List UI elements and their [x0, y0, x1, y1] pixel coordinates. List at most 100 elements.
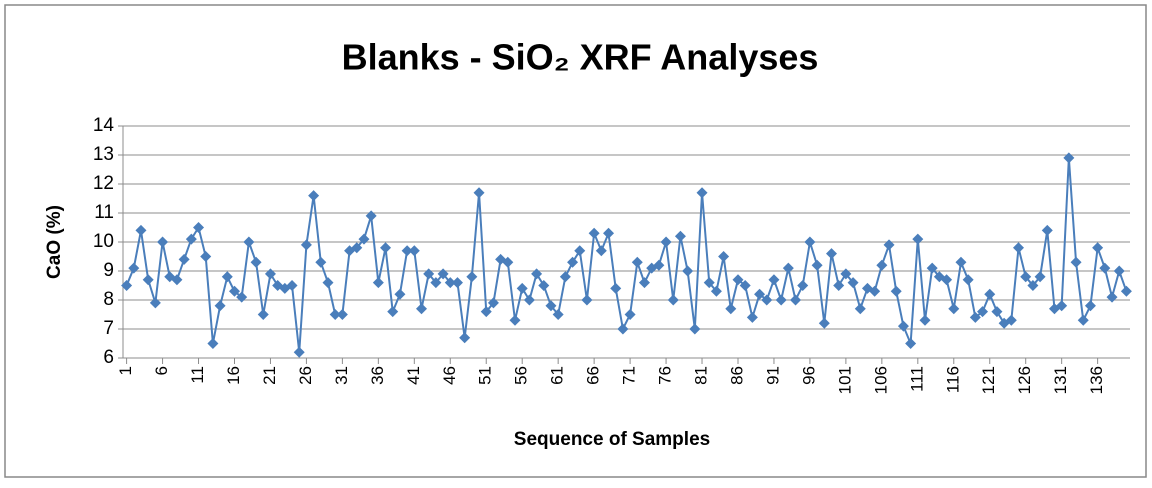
data-point — [372, 277, 384, 289]
data-point — [214, 300, 226, 312]
data-point — [293, 346, 305, 358]
data-point — [128, 262, 140, 274]
x-axis-title: Sequence of Samples — [514, 429, 710, 450]
data-point — [207, 338, 219, 349]
x-tick-label: 31 — [332, 366, 351, 385]
data-point — [509, 314, 521, 326]
data-point — [595, 245, 607, 257]
data-point — [797, 280, 809, 291]
data-point — [1013, 242, 1025, 254]
data-point — [1092, 242, 1104, 254]
x-tick-label: 136 — [1087, 366, 1106, 394]
x-tick-label: 41 — [404, 366, 423, 385]
data-point — [430, 277, 442, 289]
data-point — [380, 242, 392, 254]
x-tick-label: 26 — [296, 366, 315, 385]
data-point — [825, 248, 837, 260]
data-point — [300, 239, 312, 251]
chart-title: Blanks - SiO₂ XRF Analyses — [342, 37, 819, 78]
chart-border — [4, 4, 1147, 478]
data-point — [228, 285, 240, 297]
data-point — [718, 251, 730, 262]
data-point — [545, 300, 557, 312]
data-point — [329, 309, 341, 320]
data-point — [135, 224, 147, 236]
data-point — [768, 274, 780, 286]
data-point — [833, 280, 845, 291]
data-point — [1084, 300, 1096, 312]
x-tick-label: 131 — [1051, 366, 1070, 394]
x-tick-label: 11 — [188, 366, 207, 384]
data-point — [286, 280, 298, 291]
data-point — [1041, 224, 1053, 236]
data-point — [638, 277, 650, 289]
data-point — [394, 288, 406, 300]
x-tick-label: 21 — [260, 366, 279, 385]
data-point — [567, 256, 579, 268]
data-point — [1070, 256, 1082, 268]
data-point — [984, 288, 996, 300]
x-tick-label: 76 — [656, 366, 675, 385]
data-point — [365, 210, 377, 222]
data-point — [818, 317, 830, 329]
data-point — [466, 271, 478, 283]
data-point — [969, 311, 981, 323]
data-point — [1113, 265, 1125, 277]
data-point — [516, 282, 528, 294]
x-tick-label: 46 — [440, 366, 459, 385]
x-tick-label: 71 — [620, 366, 639, 385]
y-tick-label: 8 — [103, 289, 114, 310]
data-point — [250, 256, 262, 268]
data-point — [617, 323, 629, 335]
y-tick-label: 11 — [94, 202, 114, 223]
data-point — [1077, 314, 1089, 326]
data-point — [552, 309, 564, 320]
data-point — [624, 309, 636, 320]
data-point — [941, 274, 953, 286]
x-tick-label: 56 — [512, 366, 531, 385]
data-point — [437, 268, 449, 280]
data-point — [358, 233, 370, 245]
data-point — [178, 253, 190, 265]
x-tick-label: 51 — [476, 366, 495, 385]
data-point — [682, 265, 694, 277]
data-point — [200, 251, 212, 262]
data-point — [674, 230, 686, 242]
data-point — [710, 285, 722, 297]
data-point — [905, 338, 917, 349]
x-tick-label: 36 — [368, 366, 387, 385]
data-point — [387, 306, 399, 318]
data-point — [1034, 271, 1046, 283]
data-point — [840, 268, 852, 280]
data-point — [157, 236, 169, 248]
x-tick-label: 121 — [979, 366, 998, 394]
y-tick-label: 6 — [103, 347, 114, 368]
data-point — [351, 242, 363, 254]
data-point — [257, 309, 269, 320]
x-tick-label: 86 — [727, 366, 746, 385]
data-point — [221, 271, 233, 283]
y-tick-label: 10 — [93, 231, 114, 252]
x-tick-label: 16 — [224, 366, 243, 385]
data-point — [416, 303, 428, 315]
data-point — [559, 271, 571, 283]
data-point — [876, 259, 888, 271]
data-point — [322, 277, 334, 289]
data-point — [977, 306, 989, 318]
data-point — [761, 294, 773, 306]
data-point — [955, 256, 967, 268]
x-tick-label: 111 — [907, 366, 926, 392]
y-tick-label: 7 — [103, 318, 114, 339]
x-tick-label: 61 — [548, 366, 567, 385]
y-tick-label: 14 — [93, 115, 115, 136]
x-tick-label: 81 — [692, 366, 711, 385]
data-point — [193, 222, 205, 233]
data-point — [912, 233, 924, 245]
data-point — [574, 245, 586, 257]
x-tick-label: 91 — [763, 366, 782, 385]
data-point — [883, 239, 895, 251]
data-point — [149, 297, 161, 309]
data-point — [811, 259, 823, 271]
data-point — [423, 268, 435, 280]
